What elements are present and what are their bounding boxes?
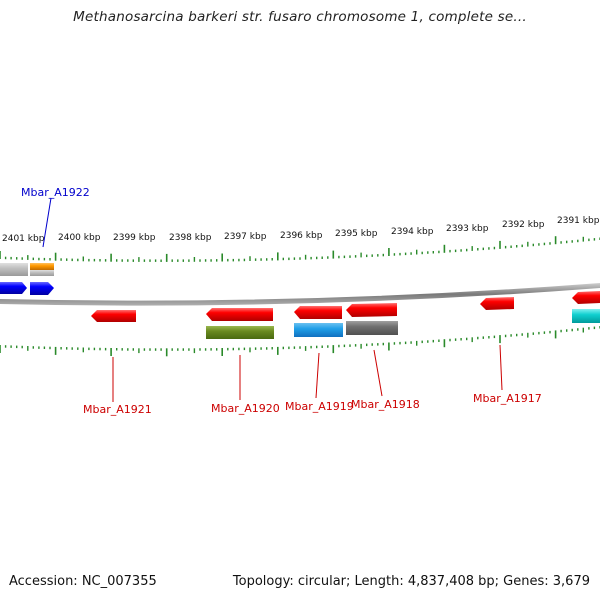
tick-label: 2398 kbp bbox=[169, 233, 212, 243]
gene-mbar-a1918[interactable] bbox=[346, 303, 397, 317]
gene-blue[interactable] bbox=[0, 282, 27, 294]
inner-tick-track bbox=[0, 326, 600, 357]
gene-mbar-a1920[interactable] bbox=[206, 308, 273, 321]
gene-cyan[interactable] bbox=[572, 309, 600, 323]
leader-mbar-a1917 bbox=[499, 344, 503, 391]
gene-mbar-a1917[interactable] bbox=[480, 297, 514, 310]
tick-label: 2399 kbp bbox=[113, 233, 156, 243]
gene-light-gray[interactable] bbox=[0, 263, 28, 276]
outer-tick-track bbox=[0, 236, 600, 262]
accession-text: Accession: NC_007355 bbox=[9, 574, 157, 589]
tick-label: 2396 kbp bbox=[280, 231, 323, 241]
gene-orange[interactable] bbox=[30, 263, 54, 270]
gene-sky-blue[interactable] bbox=[294, 323, 343, 337]
gene-label-mbar-a1922[interactable]: Mbar_A1922 bbox=[21, 186, 90, 199]
gene-mbar-a1919[interactable] bbox=[294, 306, 342, 319]
forward-strand-genes bbox=[0, 263, 54, 295]
leader-mbar-a1919 bbox=[315, 352, 320, 399]
gene-red-edge[interactable] bbox=[572, 291, 600, 304]
leader-mbar-a1918 bbox=[373, 349, 383, 397]
tick-label: 2401 kbp bbox=[2, 234, 45, 244]
chromosome-backbone bbox=[0, 283, 600, 306]
map-title: Methanosarcina barkeri str. fusaro chrom… bbox=[73, 9, 527, 25]
gene-label-mbar-a1918[interactable]: Mbar_A1918 bbox=[351, 398, 420, 411]
tick-label: 2393 kbp bbox=[446, 224, 489, 234]
gene-light-gray-small[interactable] bbox=[30, 270, 54, 276]
gene-labels: Mbar_A1922 Mbar_A1921 Mbar_A1920 Mbar_A1… bbox=[21, 186, 542, 416]
leader-mbar-a1922 bbox=[42, 197, 52, 248]
gene-label-mbar-a1919[interactable]: Mbar_A1919 bbox=[285, 400, 354, 413]
tick-label: 2391 kbp bbox=[557, 216, 600, 226]
tick-label: 2400 kbp bbox=[58, 233, 101, 243]
label-leaders bbox=[42, 197, 503, 402]
genome-summary-text: Topology: circular; Length: 4,837,408 bp… bbox=[232, 574, 590, 589]
gene-dark-gray[interactable] bbox=[346, 321, 398, 335]
tick-label: 2392 kbp bbox=[502, 220, 545, 230]
tick-label: 2394 kbp bbox=[391, 227, 434, 237]
gene-label-mbar-a1920[interactable]: Mbar_A1920 bbox=[211, 402, 280, 415]
gene-mbar-a1921[interactable] bbox=[91, 310, 136, 322]
tick-label: 2397 kbp bbox=[224, 232, 267, 242]
gene-blue-mbar-a1922[interactable] bbox=[30, 282, 54, 295]
gene-olive[interactable] bbox=[206, 326, 274, 339]
tick-labels: 2401 kbp 2400 kbp 2399 kbp 2398 kbp 2397… bbox=[2, 216, 600, 244]
gene-label-mbar-a1917[interactable]: Mbar_A1917 bbox=[473, 392, 542, 405]
reverse-strand-genes bbox=[91, 291, 600, 339]
gene-label-mbar-a1921[interactable]: Mbar_A1921 bbox=[83, 403, 152, 416]
tick-label: 2395 kbp bbox=[335, 229, 378, 239]
